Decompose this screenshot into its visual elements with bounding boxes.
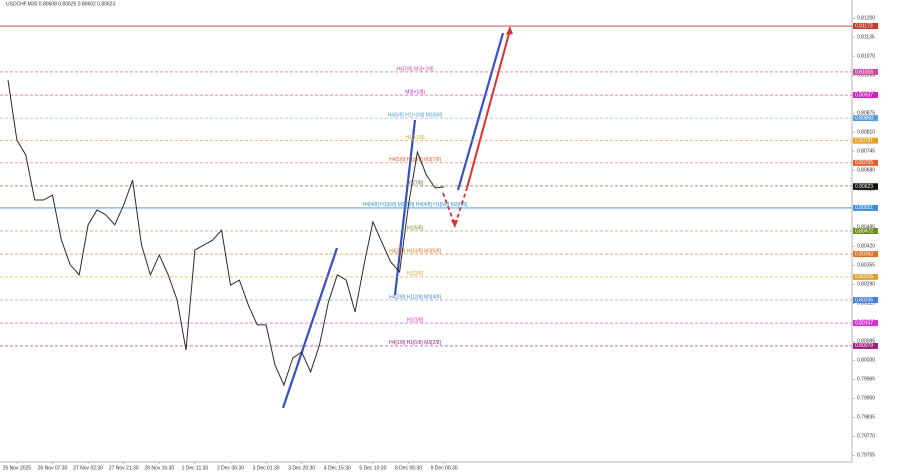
price-tag-label: 0.80079 [855, 343, 873, 349]
projection-line [466, 29, 511, 189]
price-tag [853, 115, 878, 122]
drawings [281, 26, 513, 409]
x-tick-label: 3 Dec 01:30 [253, 465, 280, 471]
price-tag [853, 273, 878, 280]
level-label: H4[3/8] H1[4/8] M3[5/8] [389, 248, 441, 254]
price-tag-label: 0.80858 [855, 115, 873, 121]
price-tag [853, 92, 878, 99]
price-tag [853, 342, 878, 349]
price-tag-label: 0.80157 [855, 320, 873, 326]
price-tag-label: 0.80937 [855, 92, 873, 98]
price-tag [853, 23, 878, 30]
level-label: H4[6/8] H1[+2/8] M3[8/8] [388, 112, 443, 118]
x-tick-label: 1 Dec 11:30 [182, 465, 209, 471]
y-tick-label: 0.79770 [857, 434, 875, 440]
x-tick-label: 27 Nov 21:30 [109, 465, 139, 471]
x-tick-label: 28 Nov 16:30 [144, 465, 174, 471]
y-tick-label: 0.79965 [857, 377, 875, 383]
level-label: H1[7/8] [407, 180, 424, 186]
x-tick-label: 25 Nov 2025 [3, 465, 32, 471]
level-label: H4[4/8] H1[6/8] M3[6/8] H4[4/8] H1[6/8] … [363, 202, 468, 208]
x-tick-label: 4 Dec 15:30 [324, 465, 351, 471]
price-tag-label: 0.80472 [855, 228, 873, 234]
price-tag-label: 0.80236 [855, 297, 873, 303]
y-tick-label: 0.80225 [857, 301, 875, 307]
chart-title: USDCHF,M30 0.80608 0.80625 0.80602 0.806… [6, 1, 115, 7]
price-tag [853, 204, 878, 211]
y-tick-label: 0.80095 [857, 339, 875, 345]
trend-line [281, 247, 339, 409]
y-tick-label: 0.79835 [857, 415, 875, 421]
y-tick-label: 0.80420 [857, 244, 875, 250]
price-line [7, 80, 445, 387]
price-tag-label: 0.80551 [855, 205, 873, 211]
level-label: H4[5/8] H1[8/8] M3[7/8] [389, 157, 441, 163]
projection-arrow [506, 26, 513, 35]
x-tick-label: 8 Dec 05:30 [395, 465, 422, 471]
y-tick-label: 0.80680 [857, 168, 875, 174]
price-tag [853, 68, 878, 75]
x-tick-label: 3 Dec 20:30 [288, 465, 315, 471]
price-tag-label: 0.80705 [855, 160, 873, 166]
y-tick-label: 0.80875 [857, 110, 875, 116]
level-label: H1[3/8] [407, 271, 424, 277]
y-tick-label: 0.79900 [857, 396, 875, 402]
x-tick-label: 26 Nov 07:30 [38, 465, 68, 471]
level-label: H1[5/8] [407, 225, 424, 231]
x-tick-label: 2 Dec 06:30 [217, 465, 244, 471]
price-tag-label: 0.81016 [855, 69, 873, 75]
price-tag [853, 320, 878, 327]
price-tag [853, 297, 878, 304]
y-tick-label: 0.81070 [857, 53, 875, 59]
price-tag-label: 0.80315 [855, 274, 873, 280]
level-label: H4[2/8] H1[2/8] M3[4/8] [389, 294, 441, 300]
current-price-tag [853, 183, 878, 190]
y-tick-label: 0.80030 [857, 358, 875, 364]
current-price-label: 0.80623 [855, 184, 873, 190]
price-tag-label: 0.80393 [855, 251, 873, 257]
y-tick-label: 0.80485 [857, 225, 875, 231]
y-tick-label: 0.80745 [857, 149, 875, 155]
level-label: H4[7/8] M3[+2/8] [396, 66, 434, 72]
y-tick-label: 0.80290 [857, 282, 875, 288]
x-tick-label: 9 Dec 00:30 [431, 465, 458, 471]
y-tick-label: 0.81200 [857, 15, 875, 21]
y-tick-label: 0.81005 [857, 72, 875, 78]
projection-arrow [451, 220, 458, 228]
price-tag [853, 159, 878, 166]
price-tag [853, 137, 878, 144]
trend-line [456, 32, 505, 191]
price-tag [853, 251, 878, 258]
y-tick-label: 0.80355 [857, 263, 875, 269]
level-label: H1[1/8] [407, 317, 424, 323]
level-label: M3[+1/8] [405, 89, 425, 95]
y-tick-label: 0.80810 [857, 129, 875, 135]
price-tag-label: 0.81173 [855, 23, 873, 29]
x-tick-label: 27 Nov 02:30 [73, 465, 103, 471]
level-label: H1[+1/8] [405, 135, 425, 141]
level-label: H4[1/8] H1[0/8] M3[2/8] [389, 340, 441, 346]
y-tick-label: 0.81135 [857, 34, 875, 40]
price-tag-label: 0.80781 [855, 138, 873, 144]
y-tick-label: 0.79705 [857, 453, 875, 459]
price-tag [853, 228, 878, 234]
x-tick-label: 5 Dec 10:30 [359, 465, 386, 471]
